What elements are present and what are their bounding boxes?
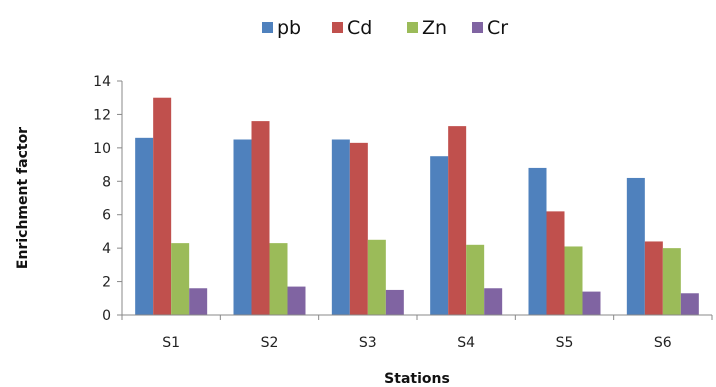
bar-Cr-S5 [582, 291, 601, 315]
bars [135, 97, 699, 315]
bar-Cd-S4 [448, 126, 467, 315]
x-tick-label: S6 [654, 335, 672, 351]
bar-Zn-S6 [662, 248, 681, 315]
bar-Cr-S4 [484, 288, 503, 315]
legend-label-Zn: Zn [422, 17, 447, 39]
bar-pb-S6 [626, 177, 645, 315]
x-tick-label: S2 [261, 335, 279, 351]
legend-label-Cr: Cr [487, 17, 508, 39]
y-tick-label: 2 [102, 275, 111, 291]
legend: pb Cd Zn Cr [262, 17, 508, 39]
x-axis-title: Stations [384, 371, 450, 387]
bar-pb-S2 [233, 139, 252, 315]
bar-Cd-S3 [349, 142, 368, 315]
x-tick-label: S4 [457, 335, 475, 351]
x-tick-label: S3 [359, 335, 377, 351]
x-axis: S1 S2 S3 S4 S5 S6 [121, 314, 713, 351]
bar-Zn-S2 [269, 243, 288, 315]
y-tick-label: 0 [102, 308, 111, 324]
bar-Cr-S6 [680, 293, 699, 315]
bar-Cd-S5 [546, 211, 565, 315]
legend-swatch-Cd [332, 22, 343, 33]
bar-Zn-S5 [564, 246, 583, 315]
bar-Zn-S1 [171, 243, 190, 315]
bar-Zn-S4 [466, 244, 485, 315]
bar-pb-S1 [135, 137, 154, 315]
bar-pb-S3 [331, 139, 350, 315]
legend-label-Cd: Cd [347, 17, 372, 39]
y-tick-label: 8 [102, 174, 111, 190]
legend-label-pb: pb [277, 17, 301, 39]
bar-Zn-S3 [367, 239, 386, 315]
bar-Cd-S1 [153, 97, 172, 315]
y-tick-label: 10 [93, 141, 111, 157]
bar-Cr-S3 [385, 289, 404, 315]
legend-swatch-Cr [472, 22, 483, 33]
x-tick-label: S1 [162, 335, 180, 351]
x-tick-label: S5 [556, 335, 574, 351]
bar-pb-S5 [528, 167, 547, 315]
bar-pb-S4 [430, 156, 449, 315]
bar-Cr-S1 [189, 288, 208, 315]
legend-swatch-Zn [407, 22, 418, 33]
y-tick-label: 6 [102, 208, 111, 224]
bar-Cd-S2 [251, 121, 270, 315]
y-axis: 0 2 4 6 8 10 12 14 [93, 74, 123, 324]
y-tick-label: 12 [93, 107, 111, 123]
bar-Cr-S2 [287, 286, 306, 315]
y-axis-title: Enrichment factor [15, 127, 31, 269]
y-tick-label: 4 [102, 241, 111, 257]
y-tick-label: 14 [93, 74, 111, 90]
bar-Cd-S6 [644, 241, 663, 315]
legend-swatch-pb [262, 22, 273, 33]
